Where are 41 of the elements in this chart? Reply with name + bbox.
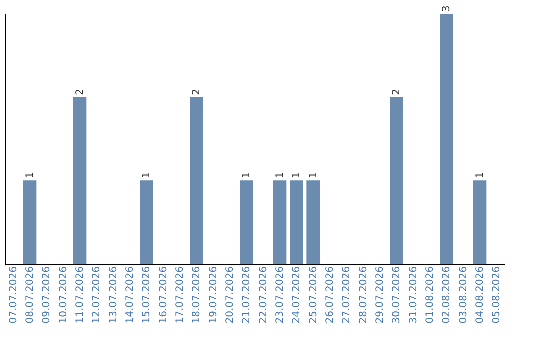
data-label: 2: [192, 88, 203, 96]
x-tick-label: 31.07.2026: [408, 266, 420, 324]
data-label: 1: [292, 172, 303, 179]
x-tick-label: 03.08.2026: [458, 266, 470, 324]
x-tick-label: 15.07.2026: [142, 266, 153, 324]
x-tick-label: 28.07.2026: [358, 266, 370, 324]
data-label: 1: [308, 172, 320, 179]
data-label: 3: [442, 6, 453, 12]
x-tick-label: 20.07.2026: [225, 266, 236, 324]
x-tick-label: 04.08.2026: [475, 266, 486, 324]
x-tick-label: 02.08.2026: [442, 266, 453, 324]
x-tick-label: 27.07.2026: [342, 266, 353, 324]
x-tick-label: 23.07.2026: [275, 266, 286, 324]
x-tick-label: 29.07.2026: [375, 266, 386, 324]
x-tick-label: 11.07.2026: [75, 266, 86, 324]
x-tick-label: 12.07.2026: [92, 266, 103, 324]
x-tick-label: 16.07.2026: [158, 266, 170, 324]
data-label: 1: [242, 172, 253, 179]
x-tick-label: 10.07.2026: [58, 266, 70, 324]
x-tick-label: 09.07.2026: [42, 266, 53, 324]
data-label: 1: [275, 172, 286, 179]
data-label: 1: [142, 172, 153, 179]
data-label: 2: [75, 88, 86, 96]
x-tick-label: 25.07.2026: [308, 266, 320, 324]
x-tick-label: 21.07.2026: [242, 266, 253, 324]
x-tick-label: 17.07.2026: [175, 266, 186, 324]
x-tick-label: 24.07.2026: [292, 266, 303, 324]
x-tick-label: 13.07.2026: [108, 266, 120, 324]
data-label: 1: [475, 172, 486, 179]
x-tick-label: 08.07.2026: [25, 266, 36, 324]
x-tick-label: 07.07.2026: [8, 266, 20, 324]
x-tick-label: 05.08.2026: [492, 266, 503, 324]
x-tick-label: 22.07.2026: [258, 266, 270, 324]
x-tick-label: 18.07.2026: [192, 266, 203, 324]
x-tick-label: 26.07.2026: [325, 266, 336, 324]
x-tick-label: 14.07.2026: [125, 266, 136, 324]
x-tick-label: 30.07.2026: [392, 266, 403, 324]
x-tick-label: 19.07.2026: [208, 266, 220, 324]
data-label: 2: [392, 88, 403, 96]
x-tick-label: 01.08.2026: [425, 266, 436, 324]
data-label: 1: [25, 172, 36, 179]
